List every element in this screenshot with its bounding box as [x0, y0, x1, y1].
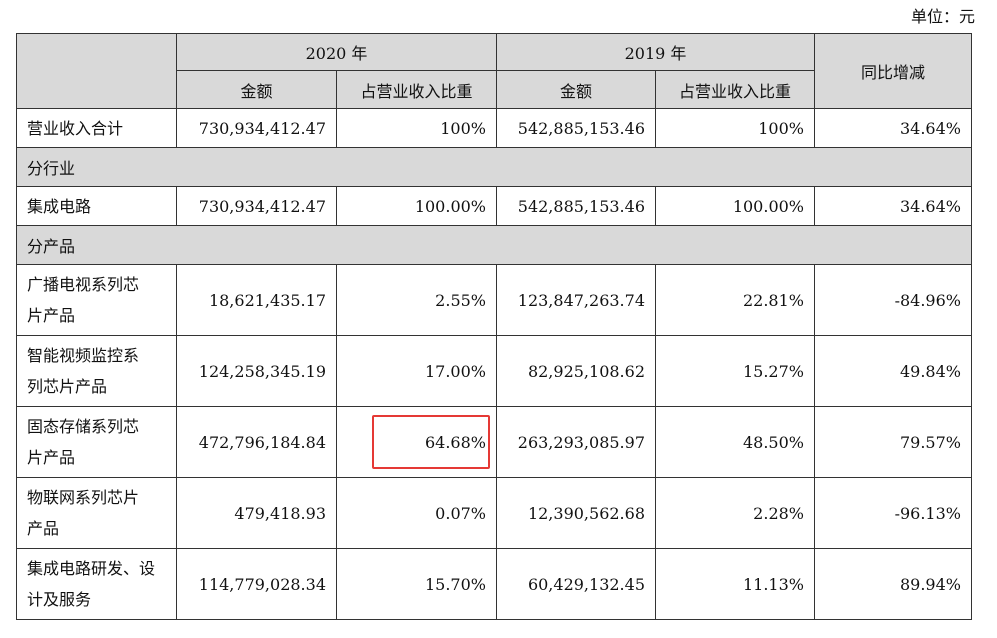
table-row-total: 营业收入合计 730,934,412.47 100% 542,885,153.4… — [16, 108, 972, 148]
row-label-line-2: 片产品 — [27, 306, 76, 325]
yoy-change: 79.57% — [814, 406, 972, 478]
ratio-2020: 100% — [336, 108, 497, 148]
ratio-2019: 22.81% — [655, 264, 815, 336]
ratio-2020-highlighted: 64.68% — [336, 406, 497, 478]
section-row-industry: 分行业 — [16, 147, 972, 187]
header-2019: 2019 年 — [496, 33, 815, 71]
table-row-product: 物联网系列芯片 产品 479,418.93 0.07% 12,390,562.68… — [16, 477, 972, 549]
table-row-product: 集成电路研发、设 计及服务 114,779,028.34 15.70% 60,42… — [16, 548, 972, 620]
yoy-change: -96.13% — [814, 477, 972, 549]
section-label: 分行业 — [16, 147, 972, 187]
amount-2019: 263,293,085.97 — [496, 406, 656, 478]
ratio-2019: 11.13% — [655, 548, 815, 620]
header-row-2: 金额 占营业收入比重 金额 占营业收入比重 — [17, 70, 972, 109]
section-label: 分产品 — [16, 225, 972, 265]
amount-2020: 124,258,345.19 — [176, 335, 337, 407]
table-row-product: 广播电视系列芯 片产品 18,621,435.17 2.55% 123,847,2… — [16, 264, 972, 336]
table-row-product: 智能视频监控系 列芯片产品 124,258,345.19 17.00% 82,92… — [16, 335, 972, 407]
row-label: 集成电路 — [16, 186, 177, 226]
ratio-2019: 100.00% — [655, 186, 815, 226]
row-label: 营业收入合计 — [16, 108, 177, 148]
row-label: 智能视频监控系 列芯片产品 — [16, 335, 177, 407]
row-label-line-2: 计及服务 — [27, 590, 92, 609]
header-2020: 2020 年 — [176, 33, 497, 71]
header-yoy: 同比增减 — [814, 33, 972, 109]
header-amount-2020: 金额 — [176, 70, 337, 109]
header-amount-2019: 金额 — [496, 70, 656, 109]
ratio-2020-value: 64.68% — [424, 432, 486, 452]
amount-2019: 12,390,562.68 — [496, 477, 656, 549]
row-label: 广播电视系列芯 片产品 — [16, 264, 177, 336]
yoy-change: 49.84% — [814, 335, 972, 407]
yoy-change: 34.64% — [814, 186, 972, 226]
amount-2019: 82,925,108.62 — [496, 335, 656, 407]
header-ratio-2019: 占营业收入比重 — [655, 70, 815, 109]
header-blank-cell — [16, 33, 177, 109]
amount-2020: 730,934,412.47 — [176, 108, 337, 148]
yoy-change: 89.94% — [814, 548, 972, 620]
yoy-change: 34.64% — [814, 108, 972, 148]
row-label-line-1: 固态存储系列芯 — [27, 417, 140, 436]
ratio-2019: 100% — [655, 108, 815, 148]
revenue-table: 2020 年 2019 年 同比增减 金额 占营业收入比重 金额 占营业收入比重… — [16, 33, 972, 620]
unit-label: 单位：元 — [910, 7, 975, 26]
row-label-line-1: 智能视频监控系 — [27, 346, 140, 365]
table-row-industry: 集成电路 730,934,412.47 100.00% 542,885,153.… — [16, 186, 972, 226]
row-label-line-1: 广播电视系列芯 — [27, 275, 140, 294]
header-ratio-2020: 占营业收入比重 — [336, 70, 497, 109]
ratio-2020: 17.00% — [336, 335, 497, 407]
section-row-product: 分产品 — [16, 225, 972, 265]
amount-2020: 472,796,184.84 — [176, 406, 337, 478]
amount-2020: 114,779,028.34 — [176, 548, 337, 620]
row-label: 集成电路研发、设 计及服务 — [16, 548, 177, 620]
amount-2019: 542,885,153.46 — [496, 108, 656, 148]
ratio-2019: 2.28% — [655, 477, 815, 549]
amount-2020: 479,418.93 — [176, 477, 337, 549]
row-label-line-2: 片产品 — [27, 448, 76, 467]
row-label: 物联网系列芯片 产品 — [16, 477, 177, 549]
amount-2019: 60,429,132.45 — [496, 548, 656, 620]
ratio-2019: 48.50% — [655, 406, 815, 478]
amount-2019: 123,847,263.74 — [496, 264, 656, 336]
table-row-product: 固态存储系列芯 片产品 472,796,184.84 64.68% 263,293… — [16, 406, 972, 478]
row-label-line-2: 列芯片产品 — [27, 377, 108, 396]
row-label-line-1: 集成电路研发、设 — [27, 559, 156, 578]
header-row-1: 2020 年 2019 年 同比增减 — [16, 33, 972, 109]
row-label-line-2: 产品 — [27, 519, 60, 538]
ratio-2020: 100.00% — [336, 186, 497, 226]
ratio-2020: 15.70% — [336, 548, 497, 620]
amount-2019: 542,885,153.46 — [496, 186, 656, 226]
yoy-change: -84.96% — [814, 264, 972, 336]
row-label: 固态存储系列芯 片产品 — [16, 406, 177, 478]
amount-2020: 730,934,412.47 — [176, 186, 337, 226]
ratio-2020: 0.07% — [336, 477, 497, 549]
row-label-line-1: 物联网系列芯片 — [27, 488, 140, 507]
ratio-2019: 15.27% — [655, 335, 815, 407]
ratio-2020: 2.55% — [336, 264, 497, 336]
amount-2020: 18,621,435.17 — [176, 264, 337, 336]
